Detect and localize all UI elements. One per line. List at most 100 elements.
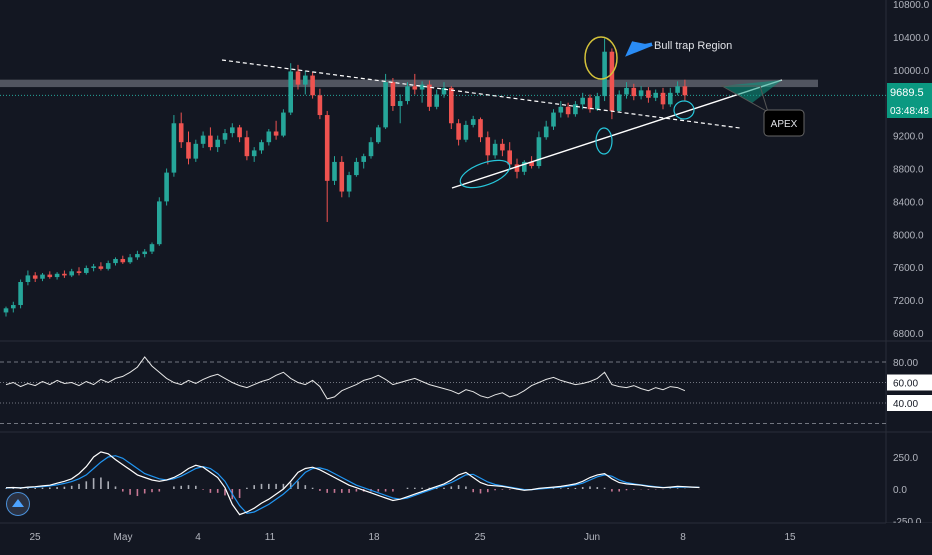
candle-body bbox=[18, 282, 23, 306]
candle-body bbox=[595, 96, 600, 110]
candle-body bbox=[120, 258, 126, 263]
time-tick-label: 11 bbox=[265, 532, 276, 543]
time-tick-label: May bbox=[114, 532, 133, 543]
candle-body bbox=[273, 131, 279, 136]
candle-body bbox=[653, 92, 658, 98]
candle-body bbox=[500, 143, 505, 151]
candle-body bbox=[682, 86, 688, 96]
candle-body bbox=[105, 263, 111, 269]
candle-body bbox=[361, 156, 366, 162]
candle-body bbox=[514, 164, 520, 172]
candle-body bbox=[69, 271, 74, 276]
time-tick-label: 4 bbox=[195, 532, 201, 543]
candle-body bbox=[631, 87, 637, 97]
candle-body bbox=[529, 161, 534, 167]
macd-signal-line bbox=[5, 455, 700, 514]
candle-body bbox=[25, 275, 31, 283]
price-tick-label: 9200.0 bbox=[893, 132, 924, 143]
time-axis: 25 May 4 11 18 25 Jun 8 15 bbox=[29, 523, 932, 550]
candle-body bbox=[171, 123, 177, 173]
candle-body bbox=[54, 273, 60, 278]
bottom-ellipse bbox=[459, 159, 511, 189]
macd-pane: 250.0 0.0 -250.0 bbox=[5, 451, 922, 528]
candle-body bbox=[281, 112, 286, 136]
candle-body bbox=[324, 115, 330, 181]
bull-trap-label: Bull trap Region bbox=[654, 40, 732, 52]
ascending-trendline bbox=[451, 79, 783, 189]
macd-tick-label: 0.0 bbox=[893, 485, 907, 496]
candle-body bbox=[551, 112, 556, 127]
time-tick-label: Jun bbox=[584, 532, 600, 543]
candle-body bbox=[11, 305, 16, 309]
candle-body bbox=[449, 87, 454, 124]
candle-body bbox=[317, 95, 323, 116]
rsi-tick-label: 40.00 bbox=[893, 399, 918, 410]
candle-body bbox=[149, 244, 155, 252]
candle-body bbox=[536, 137, 542, 167]
candle-body bbox=[288, 71, 293, 113]
last-price: 9689.5 bbox=[890, 87, 924, 99]
apex-annotation: APEX bbox=[720, 85, 805, 137]
candle-body bbox=[427, 84, 432, 107]
candle-body bbox=[339, 161, 345, 192]
june-low-ellipse bbox=[595, 127, 613, 155]
resistance-zone-band bbox=[0, 79, 818, 88]
candle-body bbox=[230, 127, 235, 134]
price-tick-label: 7200.0 bbox=[893, 296, 924, 307]
logo-icon[interactable] bbox=[6, 492, 30, 516]
candle-body bbox=[660, 92, 666, 105]
candle-body bbox=[208, 135, 213, 148]
candle-body bbox=[412, 86, 418, 90]
rsi-tag-bg bbox=[887, 374, 932, 391]
candle-body bbox=[113, 258, 118, 264]
candle-body bbox=[463, 124, 469, 140]
candle-body bbox=[76, 271, 82, 273]
candles bbox=[3, 38, 688, 317]
price-tick-label: 7600.0 bbox=[893, 263, 924, 274]
last-price-tag: 9689.5 03:48:48 bbox=[887, 83, 932, 118]
candle-body bbox=[354, 161, 359, 176]
candle-body bbox=[310, 75, 315, 96]
candle-body bbox=[251, 150, 257, 157]
price-tick-label: 8400.0 bbox=[893, 197, 924, 208]
rsi-line bbox=[5, 356, 686, 400]
macd-line bbox=[5, 451, 700, 516]
candle-body bbox=[558, 106, 564, 113]
candle-body bbox=[441, 87, 447, 95]
candle-body bbox=[142, 251, 147, 255]
candle-body bbox=[237, 127, 242, 138]
candle-body bbox=[178, 123, 184, 143]
price-tick-label: 10800.0 bbox=[893, 0, 930, 11]
rsi-tag-bg bbox=[887, 395, 932, 411]
grid bbox=[0, 0, 932, 524]
candle-body bbox=[47, 274, 53, 278]
descending-trendline bbox=[221, 59, 741, 129]
time-tick-label: 25 bbox=[474, 532, 486, 543]
candle-body bbox=[3, 308, 9, 313]
candle-body bbox=[222, 133, 228, 140]
candle-body bbox=[40, 274, 45, 279]
candle-body bbox=[32, 275, 38, 279]
candle-body bbox=[368, 142, 374, 157]
candle-body bbox=[397, 101, 403, 106]
candle-body bbox=[522, 161, 527, 172]
highlight-ellipses bbox=[459, 100, 695, 189]
axis-corner bbox=[886, 523, 932, 550]
time-tick-label: 15 bbox=[784, 532, 796, 543]
candle-body bbox=[259, 142, 264, 151]
candle-body bbox=[266, 131, 272, 143]
candle-body bbox=[478, 119, 483, 138]
macd-tick-label: 250.0 bbox=[893, 453, 918, 464]
candle-body bbox=[485, 137, 491, 156]
candle-body bbox=[646, 90, 651, 98]
candle-body bbox=[127, 257, 133, 263]
candle-body bbox=[507, 150, 512, 165]
candle-body bbox=[609, 51, 615, 111]
candle-body bbox=[376, 127, 381, 143]
time-tick-label: 8 bbox=[680, 532, 686, 543]
candle-body bbox=[332, 161, 337, 181]
candle-body bbox=[405, 86, 410, 102]
time-tick-label: 18 bbox=[368, 532, 380, 543]
candle-body bbox=[624, 87, 629, 95]
